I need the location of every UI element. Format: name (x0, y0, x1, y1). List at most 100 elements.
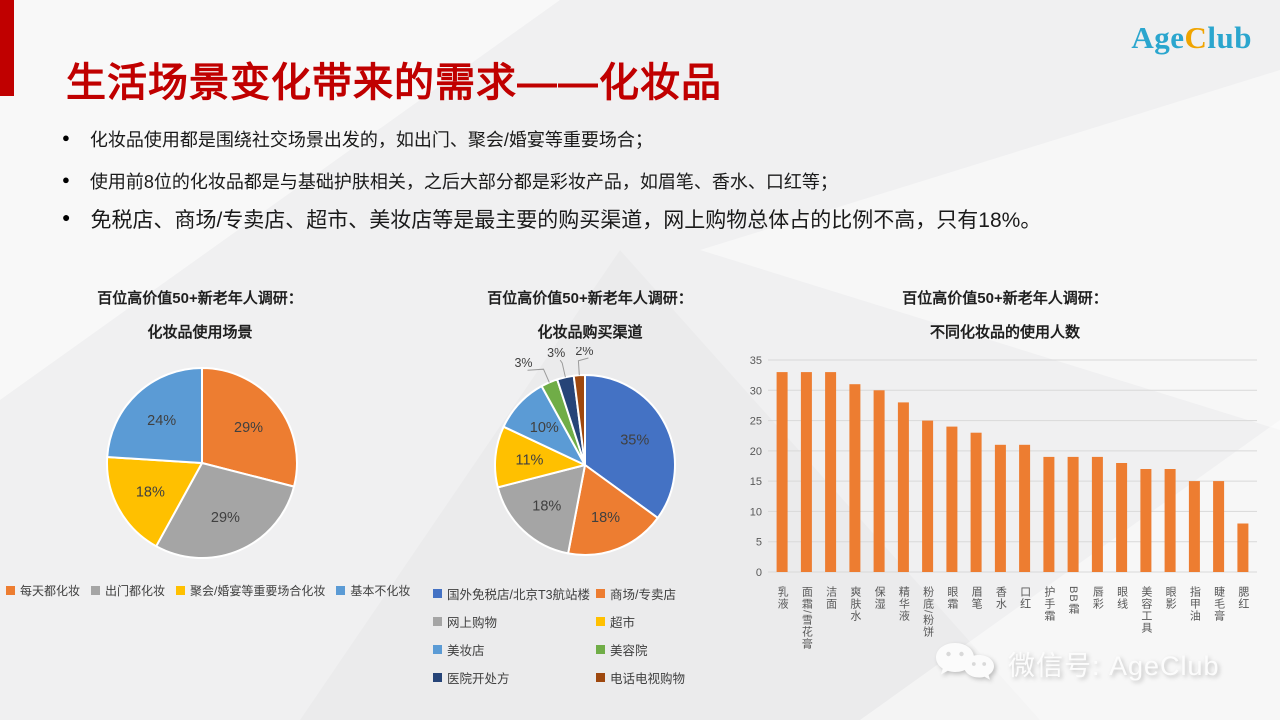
legend-label: 医院开处方 (447, 672, 510, 686)
bar (1213, 481, 1225, 572)
legend-item: 商场/专卖店 (596, 584, 726, 603)
pie-data-label: 3% (514, 356, 532, 370)
chart-title-line1: 百位高价值50+新老年人调研： (487, 290, 693, 307)
bullet-dot-icon: ● (62, 130, 70, 145)
logo-part-2: C (1184, 20, 1208, 55)
pie-data-label: 24% (147, 413, 176, 429)
pie-slice (496, 464, 586, 555)
bullet-item: ● 使用前8位的化妆品都是与基础护肤相关，之后大部分都是彩妆产品，如眉笔、香水、… (62, 168, 1212, 194)
bar (1019, 444, 1031, 572)
bar (946, 426, 958, 572)
bar (922, 420, 934, 572)
legend-swatch-icon (336, 586, 346, 595)
legend-label: 网上购物 (447, 616, 498, 630)
x-axis-category-label: 面霜/雪花膏 (800, 586, 813, 651)
pie-label-leader-line (559, 359, 566, 378)
bar (800, 372, 812, 572)
bar (1164, 469, 1176, 572)
bar-chart-product-usage: 0 5 10 15 20 25 30 35 (750, 355, 1257, 579)
y-axis-tick-label: 5 (756, 537, 762, 549)
legend-item: 国外免税店/北京T3航站楼 (433, 584, 596, 603)
legend-item: 网上购物 (433, 612, 596, 631)
legend-label: 聚会/婚宴等重要场合化妆 (190, 584, 326, 598)
x-axis-category-label: 护手霜 (1042, 586, 1055, 622)
x-axis-category-label: 口红 (1018, 586, 1031, 610)
legend-item: 基本不化妆 (336, 582, 410, 599)
legend-swatch-icon (91, 586, 101, 595)
legend-swatch-icon (596, 617, 605, 626)
y-axis-tick-label: 30 (750, 385, 762, 397)
ageclub-logo: AgeClub (1131, 20, 1252, 56)
chart-title-line2: 化妆品购买渠道 (537, 324, 643, 341)
y-axis-tick-label: 0 (756, 567, 762, 579)
x-axis-category-label: BB霜 (1067, 586, 1080, 615)
legend-swatch-icon (596, 589, 605, 598)
bullet-item: ● 免税店、商场/专卖店、超市、美妆店等是最主要的购买渠道，网上购物总体占的比例… (62, 204, 1232, 234)
bar (849, 384, 861, 572)
y-axis-tick-label: 20 (750, 446, 762, 458)
bar (1043, 456, 1055, 572)
pie-data-label: 29% (234, 420, 263, 436)
x-axis-category-label: 粉底/粉饼 (921, 586, 934, 639)
bar (1188, 481, 1200, 572)
bullet-text: 免税店、商场/专卖店、超市、美妆店等是最主要的购买渠道，网上购物总体占的比例不高… (90, 209, 1042, 232)
chart-title-line1: 百位高价值50+新老年人调研： (902, 290, 1108, 307)
legend-swatch-icon (433, 645, 442, 654)
pie-chart-1-legend: 每天都化妆 出门都化妆 聚会/婚宴等重要场合化妆 基本不化妆 (6, 582, 431, 599)
bar (776, 372, 788, 572)
x-axis-category-label: 保湿 (873, 586, 886, 610)
pie-data-label: 18% (591, 510, 620, 526)
bar (1091, 456, 1103, 572)
y-axis-tick-label: 25 (750, 416, 762, 428)
x-axis-category-label: 睫毛膏 (1212, 586, 1225, 622)
legend-swatch-icon (6, 586, 15, 595)
x-axis-category-label: 唇彩 (1091, 586, 1104, 610)
y-axis-tick-label: 35 (750, 355, 762, 367)
pie-label-leader-line (527, 368, 550, 383)
pie-slice (106, 367, 203, 464)
bar (994, 444, 1006, 572)
pie-chart-2-title: 百位高价值50+新老年人调研： 化妆品购买渠道 (400, 287, 780, 342)
legend-swatch-icon (433, 589, 442, 598)
pie-data-label: 2% (575, 347, 593, 358)
legend-item: 出门都化妆 (91, 582, 165, 599)
corner-accent-bar (0, 0, 14, 96)
footer-wechat: 微信号: AgeClub (934, 640, 1220, 686)
bullet-dot-icon: ● (62, 209, 71, 225)
x-axis-category-label: 指甲油 (1188, 586, 1201, 622)
legend-swatch-icon (176, 586, 186, 595)
pie-slice (106, 456, 203, 548)
pie-data-label: 11% (515, 453, 543, 469)
bar (1116, 463, 1128, 572)
pie-label-leader-line (577, 357, 589, 376)
chart-title-line2: 化妆品使用场景 (147, 324, 253, 341)
legend-label: 美容院 (610, 644, 648, 658)
bar (970, 432, 982, 572)
legend-item: 医院开处方 (433, 668, 596, 687)
pie-data-label: 29% (211, 510, 240, 526)
legend-swatch-icon (433, 673, 442, 682)
legend-item: 超市 (596, 612, 726, 631)
x-axis-category-label: 眼线 (1115, 586, 1128, 610)
x-axis-category-label: 腮红 (1236, 586, 1249, 610)
x-axis-category-label: 洁面 (824, 586, 837, 610)
bar-chart-title: 百位高价值50+新老年人调研： 不同化妆品的使用人数 (755, 287, 1255, 342)
legend-label: 出门都化妆 (105, 584, 166, 598)
legend-item: 每天都化妆 (6, 582, 80, 599)
bar (1067, 456, 1079, 572)
pie-slice (155, 462, 295, 559)
pie-data-label: 18% (532, 499, 561, 515)
legend-label: 电话电视购物 (610, 672, 686, 686)
x-axis-category-label: 眉笔 (970, 586, 983, 610)
bar-chart-category-labels: 乳液 面霜/雪花膏 洁面 爽肤水 保湿 精华液 粉底/粉饼 眼霜 眉笔 香水 口红 护手霜 BB霜 唇彩眼… (740, 586, 1265, 672)
legend-label: 基本不化妆 (350, 584, 411, 598)
legend-label: 商场/专卖店 (610, 588, 676, 602)
pie-data-label: 18% (136, 484, 165, 500)
pie-slice (584, 374, 676, 519)
logo-part-3: lub (1207, 20, 1252, 55)
bar (873, 390, 885, 572)
legend-item: 美妆店 (433, 640, 596, 659)
pie-chart-1-title: 百位高价值50+新老年人调研： 化妆品使用场景 (0, 287, 400, 342)
x-axis-category-label: 乳液 (776, 586, 789, 610)
y-axis-tick-label: 15 (750, 476, 762, 488)
